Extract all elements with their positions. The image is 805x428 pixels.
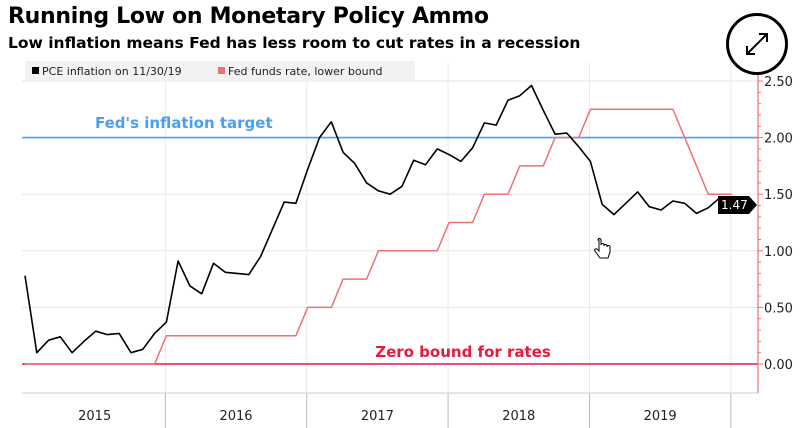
hand-cursor-icon bbox=[594, 238, 611, 259]
chart-title: Running Low on Monetary Policy Ammo bbox=[8, 4, 489, 29]
last-value-badge bbox=[718, 196, 757, 214]
inflation-target-label: Fed's inflation target bbox=[95, 114, 273, 132]
y-tick-label: 0.50 bbox=[764, 301, 793, 316]
chart-subtitle: Low inflation means Fed has less room to… bbox=[8, 34, 581, 52]
legend: PCE inflation on 11/30/19 Fed funds rate… bbox=[25, 61, 415, 81]
y-tick-label: 2.00 bbox=[764, 132, 793, 147]
expand-arrows-icon bbox=[746, 33, 768, 55]
y-tick-label: 1.50 bbox=[764, 188, 793, 203]
pce-inflation-line bbox=[24, 84, 721, 354]
x-tick-label: 2019 bbox=[644, 409, 677, 424]
last-value-text: 1.47 bbox=[721, 198, 748, 212]
y-tick-label: 0.00 bbox=[764, 358, 793, 373]
fed-funds-line bbox=[25, 108, 732, 365]
x-axis: 2015 2016 2017 2018 2019 bbox=[22, 392, 758, 428]
x-tick-label: 2018 bbox=[502, 409, 535, 424]
expand-button[interactable] bbox=[726, 13, 788, 75]
legend-swatch-fedfunds bbox=[218, 67, 225, 74]
x-tick-label: 2017 bbox=[361, 409, 394, 424]
legend-label-pce: PCE inflation on 11/30/19 bbox=[42, 65, 182, 78]
y-axis: 0.00 0.50 1.00 1.50 2.00 2.50 bbox=[757, 62, 793, 393]
x-tick-label: 2015 bbox=[78, 409, 111, 424]
zero-bound-label: Zero bound for rates bbox=[375, 343, 551, 361]
legend-label-fedfunds: Fed funds rate, lower bound bbox=[228, 65, 383, 78]
series bbox=[24, 84, 732, 365]
y-tick-label: 1.00 bbox=[764, 245, 793, 260]
last-value-marker: 1.47 bbox=[718, 196, 757, 214]
legend-swatch-pce bbox=[32, 67, 39, 74]
y-tick-label: 2.50 bbox=[764, 75, 793, 90]
x-tick-label: 2016 bbox=[219, 409, 252, 424]
